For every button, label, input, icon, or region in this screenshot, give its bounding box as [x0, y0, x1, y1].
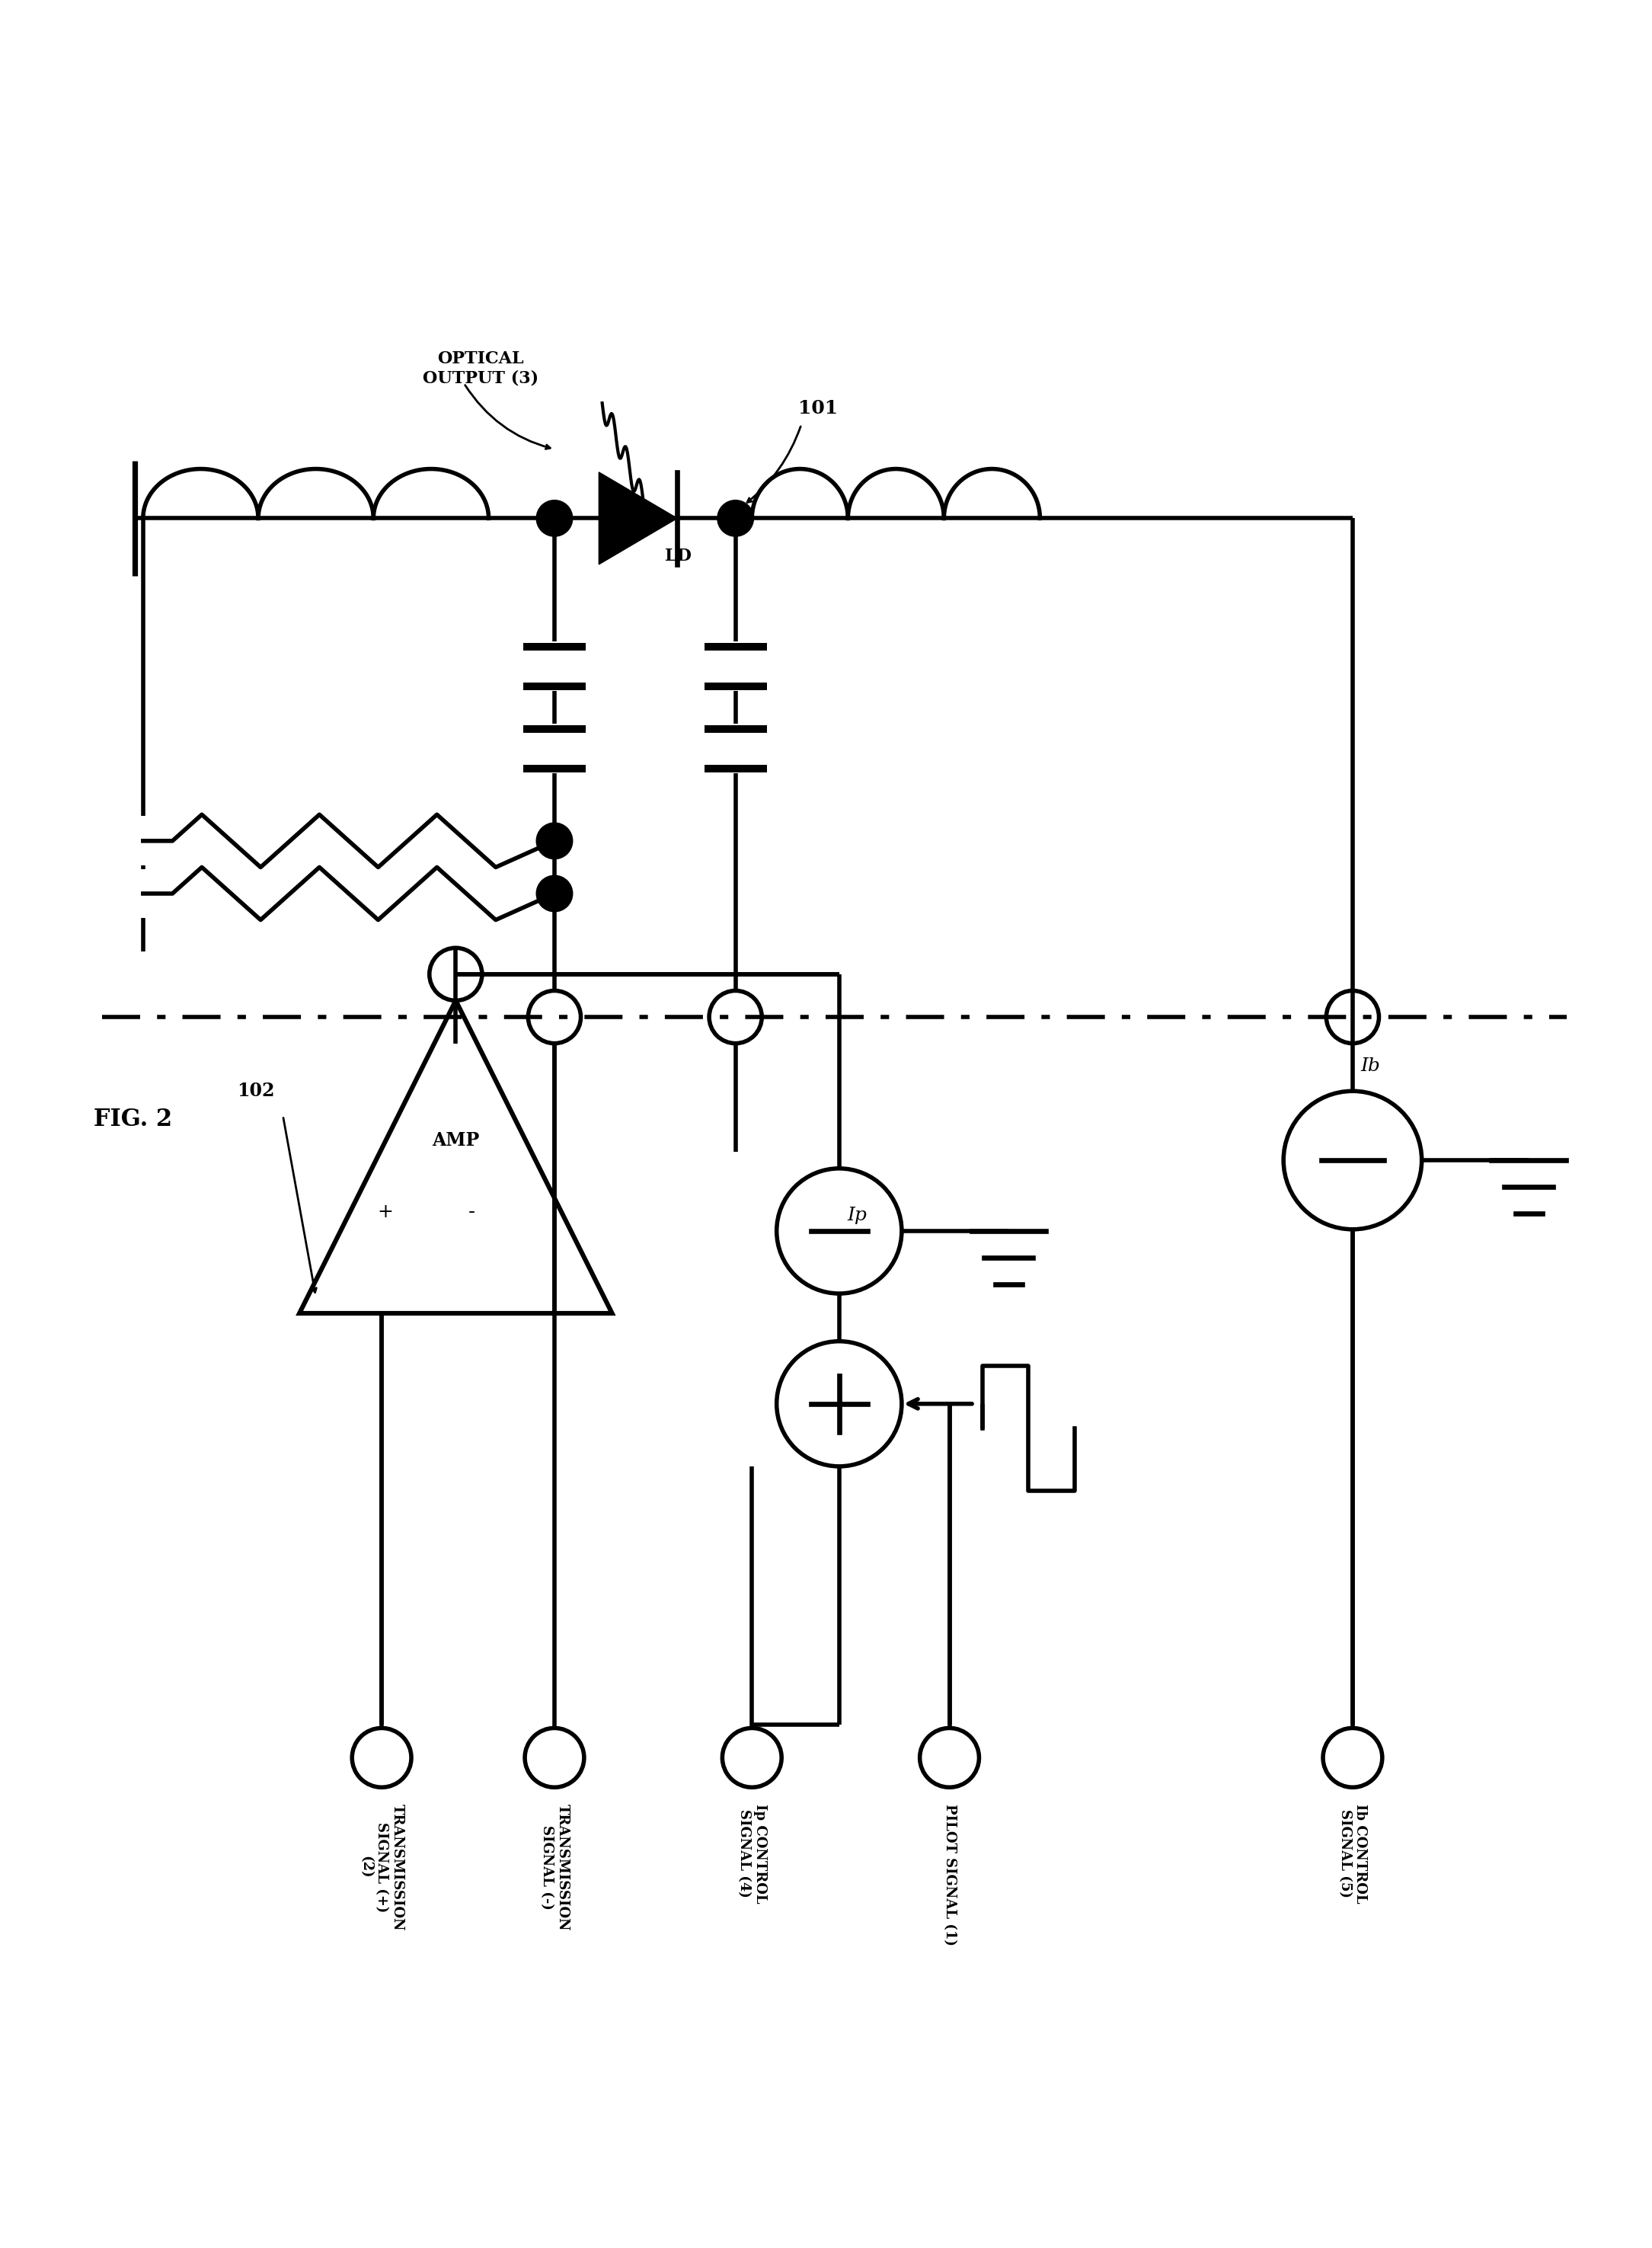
Circle shape: [537, 874, 573, 913]
Circle shape: [537, 823, 573, 859]
Circle shape: [1327, 991, 1379, 1043]
Text: AMP: AMP: [431, 1131, 479, 1149]
Text: Ib CONTROL
SIGNAL (5): Ib CONTROL SIGNAL (5): [1338, 1803, 1368, 1904]
Circle shape: [525, 1729, 585, 1787]
Text: OPTICAL
OUTPUT (3): OPTICAL OUTPUT (3): [423, 351, 539, 387]
Circle shape: [430, 949, 482, 1000]
Circle shape: [1323, 1729, 1383, 1787]
Text: -: -: [468, 1203, 474, 1221]
Polygon shape: [600, 472, 677, 564]
Text: PILOT SIGNAL (1): PILOT SIGNAL (1): [943, 1803, 957, 1945]
Text: Ib: Ib: [1361, 1057, 1381, 1075]
Text: TRANSMISSION
SIGNAL (-): TRANSMISSION SIGNAL (-): [540, 1803, 570, 1931]
Circle shape: [722, 1729, 781, 1787]
Text: Ip CONTROL
SIGNAL (4): Ip CONTROL SIGNAL (4): [737, 1803, 767, 1904]
Text: FIG. 2: FIG. 2: [94, 1108, 172, 1131]
Circle shape: [537, 501, 573, 537]
Circle shape: [717, 501, 753, 537]
Text: +: +: [377, 1203, 393, 1221]
Text: TRANSMISSION
SIGNAL (+)
(2): TRANSMISSION SIGNAL (+) (2): [358, 1803, 405, 1931]
Text: 102: 102: [236, 1081, 274, 1099]
Circle shape: [529, 991, 582, 1043]
Circle shape: [709, 991, 762, 1043]
Text: Ip: Ip: [847, 1207, 867, 1225]
Circle shape: [352, 1729, 411, 1787]
Text: 101: 101: [798, 398, 838, 418]
Circle shape: [920, 1729, 980, 1787]
Text: LD: LD: [664, 549, 691, 564]
